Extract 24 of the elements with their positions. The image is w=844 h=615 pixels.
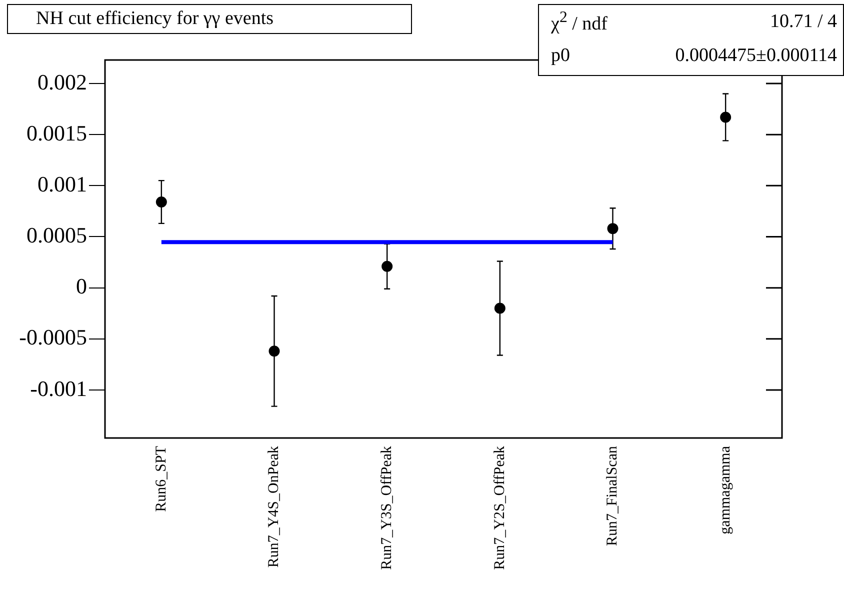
point: [268, 346, 280, 357]
text: χ$^{2}$ / ndf: [551, 8, 608, 36]
point: [382, 260, 393, 272]
x-tick-label: Run7_Y2S_OffPeak: [492, 446, 508, 570]
y-tick-label: 0.001: [38, 171, 87, 196]
annotation: p0: [551, 45, 570, 67]
text: 10.71 / 4: [770, 11, 837, 33]
point: [156, 196, 167, 208]
point: [494, 302, 506, 314]
x-tick-label: Run6_SPT: [153, 446, 170, 512]
y-tick-label: -0.001: [30, 376, 87, 401]
annotation: 0.0004475±0.000114: [675, 45, 837, 67]
x-tick-label: gammagamma: [718, 446, 734, 534]
y-tick-label: -0.0005: [19, 324, 87, 350]
y-tick-label: 0: [76, 274, 87, 299]
x-tick-label: Run7_Y4S_OnPeak: [266, 446, 282, 568]
point: [720, 112, 732, 123]
chart-title: NH cut efficiency for γγ events: [7, 4, 412, 34]
x-tick-label: Run7_Y3S_OffPeak: [379, 446, 396, 570]
y-tick-label: 0.0005: [26, 222, 87, 248]
x-tick-label: Run7_FinalScan: [604, 446, 621, 546]
point: [607, 223, 618, 234]
y-tick-label: 0.002: [38, 69, 87, 94]
y-tick-label: 0.0015: [26, 120, 87, 146]
